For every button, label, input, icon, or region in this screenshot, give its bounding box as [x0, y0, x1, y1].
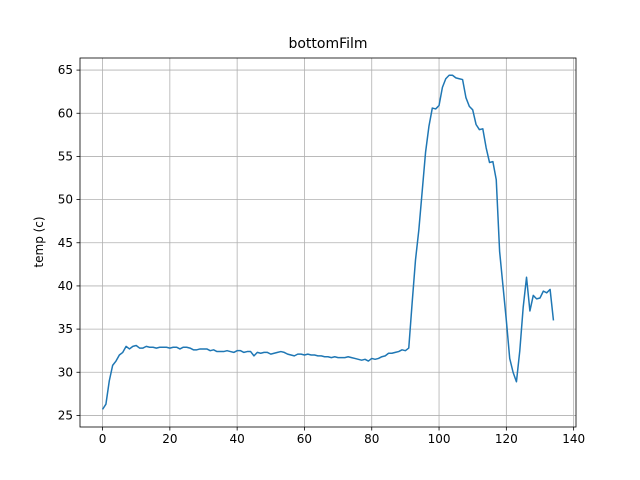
chart-title: bottomFilm [288, 36, 367, 52]
y-tick-label: 65 [58, 63, 73, 77]
x-tick-label: 80 [364, 432, 379, 446]
y-tick-label: 40 [58, 279, 73, 293]
x-tick-label: 100 [428, 432, 451, 446]
y-tick-label: 30 [58, 365, 73, 379]
y-tick-label: 60 [58, 106, 73, 120]
x-tick-label: 60 [297, 432, 312, 446]
y-axis-label: temp (c) [32, 216, 46, 267]
x-tick-label: 120 [495, 432, 518, 446]
y-tick-label: 50 [58, 193, 73, 207]
x-tick-label: 20 [162, 432, 177, 446]
y-tick-label: 45 [58, 236, 73, 250]
x-tick-label: 40 [230, 432, 245, 446]
plot-frame [79, 57, 577, 428]
x-tick-label: 0 [99, 432, 107, 446]
data-line [101, 74, 555, 410]
y-tick-label: 35 [58, 322, 73, 336]
x-tick-label: 140 [562, 432, 585, 446]
y-tick-label: 25 [58, 408, 73, 422]
y-tick-label: 55 [58, 149, 73, 163]
